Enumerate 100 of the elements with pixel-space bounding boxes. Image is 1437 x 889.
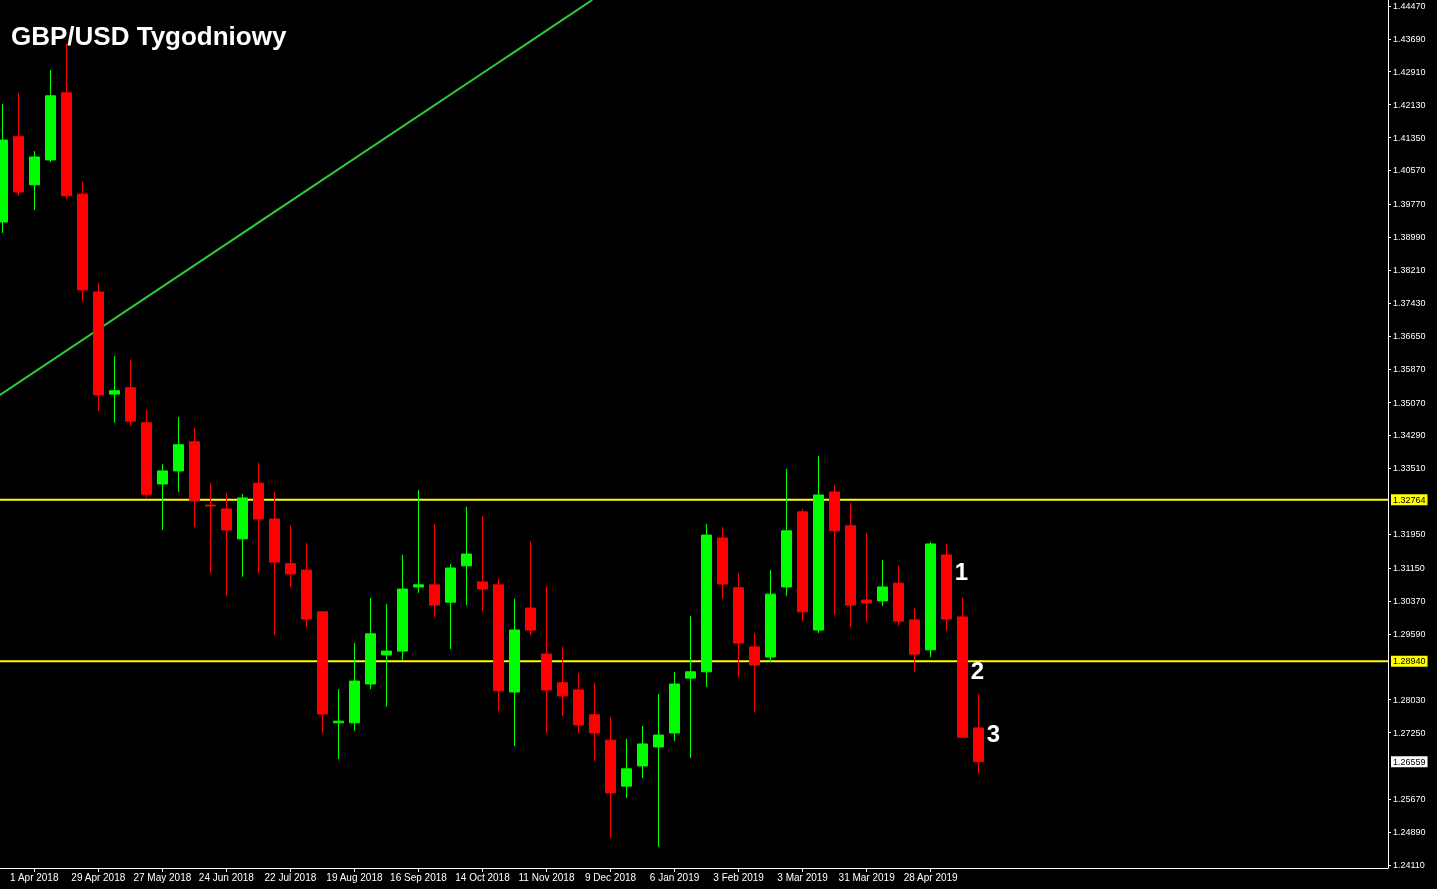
y-tick-label: 1.42130 <box>1393 99 1426 110</box>
annotation: 2 <box>970 657 985 685</box>
y-tick-label: 1.38990 <box>1393 232 1426 243</box>
candlestick <box>749 632 760 713</box>
y-tick-label: 1.37430 <box>1393 297 1426 308</box>
candlestick <box>653 693 664 848</box>
candlestick <box>717 526 728 600</box>
candlestick <box>301 542 312 628</box>
candlestick <box>621 738 632 799</box>
x-tick-label: 1 Apr 2018 <box>10 871 59 883</box>
candlestick <box>45 69 56 163</box>
candlestick <box>189 427 200 528</box>
candlestick <box>765 569 776 663</box>
candlestick <box>141 409 152 499</box>
y-tick-label: 1.31950 <box>1393 529 1426 540</box>
candlestick <box>253 462 264 574</box>
y-tick-label: 1.24890 <box>1393 827 1426 838</box>
candlestick <box>173 416 184 493</box>
candlestick <box>845 502 856 628</box>
y-tick-label: 1.28030 <box>1393 694 1426 705</box>
candlestick <box>317 610 328 734</box>
candlestick <box>125 359 136 427</box>
candlestick <box>893 565 904 627</box>
y-tick-label: 1.44470 <box>1393 0 1426 11</box>
y-tick-label: 1.35870 <box>1393 363 1426 374</box>
y-tick-label: 1.29590 <box>1393 628 1426 639</box>
candlestick <box>461 506 472 606</box>
x-tick-label: 16 Sep 2018 <box>390 871 448 883</box>
candlestick <box>13 92 24 197</box>
y-tick-label: 1.41350 <box>1393 132 1426 143</box>
candlestick <box>349 642 360 732</box>
candlestick <box>589 682 600 762</box>
x-tick-label: 28 Apr 2019 <box>903 871 959 883</box>
candlestick <box>413 489 424 594</box>
candlestick <box>973 693 984 775</box>
y-tick-label: 1.24110 <box>1393 860 1425 871</box>
x-tick-label: 24 Jun 2018 <box>198 871 255 883</box>
x-tick-label: 29 Apr 2018 <box>71 871 126 883</box>
y-tick-label: 1.39770 <box>1393 199 1426 210</box>
x-tick-label: 6 Jan 2019 <box>649 871 700 883</box>
candlestick <box>701 523 712 688</box>
candlestick <box>269 491 280 636</box>
y-tick-label: 1.40570 <box>1393 165 1426 176</box>
x-tick-label: 11 Nov 2018 <box>518 871 575 883</box>
candlestick <box>445 563 456 650</box>
y-tick-label: 1.27250 <box>1393 727 1426 738</box>
candlestick <box>541 585 552 734</box>
candlestick <box>429 523 440 618</box>
x-tick-label: 9 Dec 2018 <box>584 871 637 883</box>
x-tick-label: 3 Feb 2019 <box>713 871 765 883</box>
x-tick-label: 3 Mar 2019 <box>777 871 829 883</box>
y-tick-label: 1.25670 <box>1393 794 1426 805</box>
candlestick <box>237 493 248 578</box>
text: 1.26559 <box>1393 756 1426 767</box>
x-tick-label: 22 Jul 2018 <box>264 871 317 883</box>
candlestick <box>941 543 952 632</box>
candlestick <box>957 597 968 738</box>
y-tick-label: 1.36650 <box>1393 330 1426 341</box>
y-tick-label: 1.43690 <box>1393 33 1426 44</box>
candlestick <box>477 515 488 612</box>
candlestick <box>861 532 872 623</box>
y-tick-label: 1.31150 <box>1393 562 1425 573</box>
candlestick <box>365 597 376 690</box>
candlestick <box>573 672 584 734</box>
candlestick <box>781 468 792 597</box>
candlestick <box>685 615 696 759</box>
candlestick <box>29 150 40 211</box>
y-tick-label: 1.30370 <box>1393 595 1426 606</box>
candlestick <box>333 688 344 760</box>
x-tick-label: 19 Aug 2018 <box>326 871 383 883</box>
candlestick <box>77 181 88 302</box>
annotation: 1 <box>954 558 969 586</box>
y-tick-label: 1.42910 <box>1393 66 1426 77</box>
y-tick-label: 1.35070 <box>1393 397 1426 408</box>
candlestick <box>909 607 920 673</box>
annotation: 3 <box>986 720 1001 748</box>
candlestick <box>637 725 648 779</box>
x-tick-label: 31 Mar 2019 <box>838 871 896 883</box>
candlestick <box>605 716 616 839</box>
candlestick <box>829 484 840 616</box>
y-tick-label: 1.34290 <box>1393 430 1426 441</box>
candlestick <box>221 492 232 597</box>
candlestick <box>285 525 296 588</box>
candlestick <box>525 541 536 636</box>
candlestick <box>109 355 120 424</box>
ref-line-label: 1.28940 <box>1393 656 1426 667</box>
candlestick <box>157 463 168 531</box>
x-tick-label: 27 May 2018 <box>133 871 192 883</box>
x-tick-label: 14 Oct 2018 <box>455 871 511 883</box>
candlestick <box>381 603 392 708</box>
y-tick-label: 1.33510 <box>1393 463 1426 474</box>
candlestick <box>93 282 104 412</box>
candlestick <box>797 508 808 622</box>
candlestick <box>205 482 216 574</box>
candlestick <box>493 577 504 712</box>
candlestick <box>925 541 936 658</box>
candlestick <box>669 671 680 742</box>
candlestick <box>877 559 888 607</box>
text: GBP/USD Tygodniowy <box>11 21 287 51</box>
candlestick <box>557 646 568 717</box>
